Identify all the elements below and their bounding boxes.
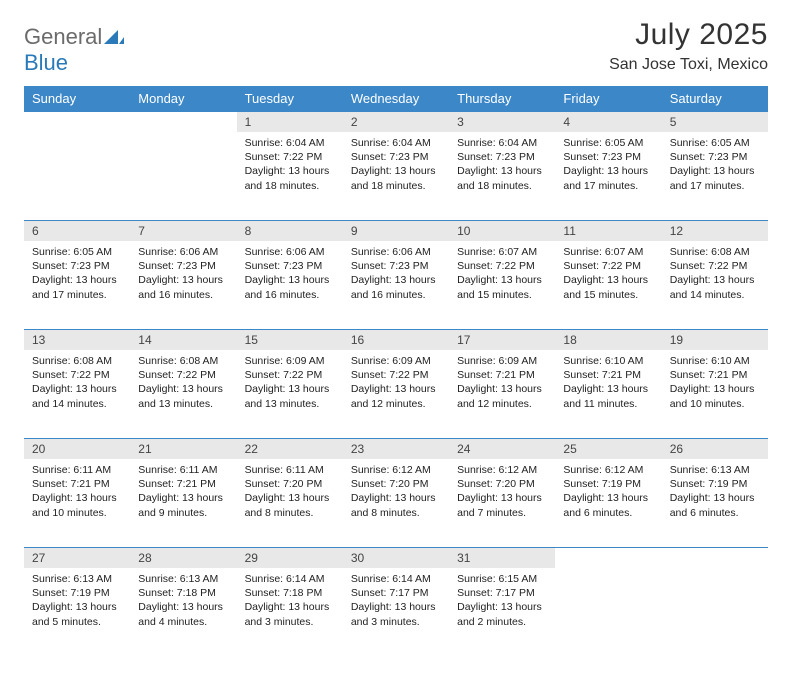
- day-cell: Sunrise: 6:05 AMSunset: 7:23 PMDaylight:…: [24, 241, 130, 308]
- day-number: 1: [237, 111, 343, 132]
- day-number-empty: [555, 547, 661, 568]
- logo-sail-icon: [104, 24, 124, 50]
- weekday-header: Sunday: [24, 86, 130, 111]
- day-cell: Sunrise: 6:13 AMSunset: 7:19 PMDaylight:…: [662, 459, 768, 526]
- day-cell: Sunrise: 6:09 AMSunset: 7:22 PMDaylight:…: [237, 350, 343, 417]
- calendar-weekday-header: SundayMondayTuesdayWednesdayThursdayFrid…: [24, 86, 768, 111]
- day-number: 8: [237, 220, 343, 241]
- day-number: 11: [555, 220, 661, 241]
- day-number: 28: [130, 547, 236, 568]
- day-cell: Sunrise: 6:04 AMSunset: 7:23 PMDaylight:…: [343, 132, 449, 199]
- day-number-empty: [130, 111, 236, 132]
- day-cell: Sunrise: 6:08 AMSunset: 7:22 PMDaylight:…: [130, 350, 236, 417]
- day-number: 17: [449, 329, 555, 350]
- day-number: 23: [343, 438, 449, 459]
- day-cell: Sunrise: 6:08 AMSunset: 7:22 PMDaylight:…: [24, 350, 130, 417]
- day-cell: Sunrise: 6:12 AMSunset: 7:20 PMDaylight:…: [343, 459, 449, 526]
- day-number: 12: [662, 220, 768, 241]
- day-cell: Sunrise: 6:11 AMSunset: 7:21 PMDaylight:…: [130, 459, 236, 526]
- day-cell: Sunrise: 6:04 AMSunset: 7:23 PMDaylight:…: [449, 132, 555, 199]
- day-cell: Sunrise: 6:09 AMSunset: 7:21 PMDaylight:…: [449, 350, 555, 417]
- day-number: 31: [449, 547, 555, 568]
- day-cell-empty: [24, 132, 130, 142]
- day-cell: Sunrise: 6:14 AMSunset: 7:17 PMDaylight:…: [343, 568, 449, 635]
- day-number: 6: [24, 220, 130, 241]
- weekday-header: Friday: [555, 86, 661, 111]
- day-number: 14: [130, 329, 236, 350]
- day-number: 24: [449, 438, 555, 459]
- day-number: 10: [449, 220, 555, 241]
- weekday-header: Tuesday: [237, 86, 343, 111]
- logo-text: GeneralBlue: [24, 24, 124, 76]
- logo-word-blue: Blue: [24, 50, 68, 75]
- month-title: July 2025: [609, 18, 768, 52]
- weekday-header: Wednesday: [343, 86, 449, 111]
- logo-word-general: General: [24, 24, 102, 49]
- day-number: 7: [130, 220, 236, 241]
- day-number: 15: [237, 329, 343, 350]
- day-number: 25: [555, 438, 661, 459]
- day-cell: Sunrise: 6:13 AMSunset: 7:18 PMDaylight:…: [130, 568, 236, 635]
- day-cell: Sunrise: 6:11 AMSunset: 7:21 PMDaylight:…: [24, 459, 130, 526]
- page-header: GeneralBlue July 2025 San Jose Toxi, Mex…: [24, 18, 768, 76]
- day-cell-empty: [130, 132, 236, 142]
- day-cell-empty: [555, 568, 661, 578]
- day-number: 22: [237, 438, 343, 459]
- day-number: 13: [24, 329, 130, 350]
- day-number: 26: [662, 438, 768, 459]
- day-cell: Sunrise: 6:06 AMSunset: 7:23 PMDaylight:…: [130, 241, 236, 308]
- day-cell: Sunrise: 6:10 AMSunset: 7:21 PMDaylight:…: [555, 350, 661, 417]
- day-cell: Sunrise: 6:05 AMSunset: 7:23 PMDaylight:…: [555, 132, 661, 199]
- day-cell: Sunrise: 6:07 AMSunset: 7:22 PMDaylight:…: [449, 241, 555, 308]
- day-number: 16: [343, 329, 449, 350]
- weekday-header: Thursday: [449, 86, 555, 111]
- day-number-empty: [662, 547, 768, 568]
- calendar-table: SundayMondayTuesdayWednesdayThursdayFrid…: [24, 86, 768, 656]
- day-cell: Sunrise: 6:04 AMSunset: 7:22 PMDaylight:…: [237, 132, 343, 199]
- day-cell: Sunrise: 6:15 AMSunset: 7:17 PMDaylight:…: [449, 568, 555, 635]
- day-cell: Sunrise: 6:10 AMSunset: 7:21 PMDaylight:…: [662, 350, 768, 417]
- day-number: 3: [449, 111, 555, 132]
- day-cell: Sunrise: 6:11 AMSunset: 7:20 PMDaylight:…: [237, 459, 343, 526]
- day-number: 29: [237, 547, 343, 568]
- day-cell: Sunrise: 6:06 AMSunset: 7:23 PMDaylight:…: [237, 241, 343, 308]
- day-cell: Sunrise: 6:09 AMSunset: 7:22 PMDaylight:…: [343, 350, 449, 417]
- day-number: 20: [24, 438, 130, 459]
- day-cell-empty: [662, 568, 768, 578]
- day-cell: Sunrise: 6:14 AMSunset: 7:18 PMDaylight:…: [237, 568, 343, 635]
- day-number: 18: [555, 329, 661, 350]
- day-cell: Sunrise: 6:08 AMSunset: 7:22 PMDaylight:…: [662, 241, 768, 308]
- calendar-body: 12345Sunrise: 6:04 AMSunset: 7:22 PMDayl…: [24, 111, 768, 656]
- day-number: 4: [555, 111, 661, 132]
- day-number: 5: [662, 111, 768, 132]
- day-number-empty: [24, 111, 130, 132]
- title-block: July 2025 San Jose Toxi, Mexico: [609, 18, 768, 74]
- day-number: 9: [343, 220, 449, 241]
- brand-logo: GeneralBlue: [24, 18, 124, 76]
- day-number: 30: [343, 547, 449, 568]
- day-number: 21: [130, 438, 236, 459]
- weekday-header: Saturday: [662, 86, 768, 111]
- day-cell: Sunrise: 6:07 AMSunset: 7:22 PMDaylight:…: [555, 241, 661, 308]
- day-cell: Sunrise: 6:12 AMSunset: 7:19 PMDaylight:…: [555, 459, 661, 526]
- day-cell: Sunrise: 6:05 AMSunset: 7:23 PMDaylight:…: [662, 132, 768, 199]
- day-cell: Sunrise: 6:13 AMSunset: 7:19 PMDaylight:…: [24, 568, 130, 635]
- day-number: 2: [343, 111, 449, 132]
- calendar-page: GeneralBlue July 2025 San Jose Toxi, Mex…: [0, 0, 792, 674]
- weekday-header: Monday: [130, 86, 236, 111]
- day-number: 19: [662, 329, 768, 350]
- day-cell: Sunrise: 6:06 AMSunset: 7:23 PMDaylight:…: [343, 241, 449, 308]
- day-number: 27: [24, 547, 130, 568]
- location-label: San Jose Toxi, Mexico: [609, 56, 768, 74]
- day-cell: Sunrise: 6:12 AMSunset: 7:20 PMDaylight:…: [449, 459, 555, 526]
